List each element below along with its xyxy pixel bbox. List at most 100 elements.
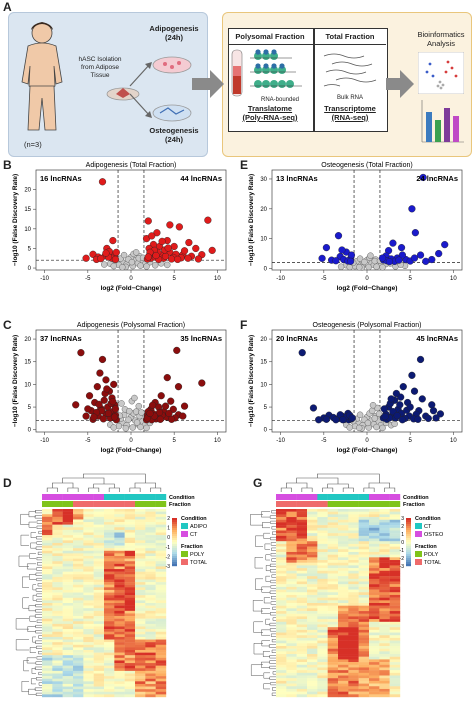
heatmap-cell: [124, 668, 136, 672]
heatmap-cell: [296, 688, 308, 692]
heatmap-cell: [296, 621, 308, 625]
heatmap-cell: [307, 565, 318, 569]
heatmap-cell: [307, 643, 318, 647]
heatmap-cell: [317, 535, 328, 539]
heatmap-cell: [52, 647, 63, 651]
heatmap-cell: [379, 570, 390, 574]
sig-point: [346, 257, 355, 265]
heatmap-cell: [296, 654, 308, 657]
heatmap-cell: [104, 522, 115, 525]
scale-swatch: [172, 520, 177, 523]
heatmap-cell: [114, 522, 125, 525]
sig-point: [180, 402, 189, 410]
heatmap-cell: [42, 683, 53, 687]
sig-point: [174, 255, 182, 264]
heatmap-cell: [93, 691, 105, 695]
scale-swatch: [172, 522, 177, 525]
heatmap-cell: [104, 592, 115, 596]
heatmap-cell: [296, 600, 308, 604]
heatmap-cell: [135, 644, 146, 648]
right-count-label: 44 lncRNAs: [180, 174, 222, 183]
heatmap-cell: [276, 656, 287, 660]
sig-point: [104, 409, 113, 418]
heatmap-cell: [379, 648, 390, 652]
heatmap-cell: [307, 546, 318, 550]
heatmap-cell: [286, 680, 297, 684]
heatmap-cell: [317, 662, 328, 665]
heatmap-cell: [276, 589, 287, 593]
heatmap-cell: [124, 514, 136, 518]
sig-point: [164, 244, 172, 252]
heatmap-cell: [358, 517, 370, 520]
condition-annotation-cell: [124, 494, 136, 500]
condition-annotation-cell: [114, 494, 125, 500]
heatmap-cell: [327, 538, 339, 542]
heatmap-cell: [42, 553, 53, 557]
heatmap-cell: [73, 574, 84, 578]
heatmap-cell: [104, 603, 115, 606]
column-dendrogram: [46, 473, 162, 492]
heatmap-cell: [114, 603, 125, 606]
x-tick-label: -10: [40, 276, 49, 282]
heatmap-cell: [338, 629, 349, 633]
heatmap-cell: [348, 680, 359, 684]
fraction-legend-swatch: [181, 551, 188, 557]
heatmap-cell: [124, 550, 136, 554]
heatmap-cell: [307, 576, 318, 580]
heatmap-cell: [83, 514, 94, 518]
heatmap-cell: [124, 516, 136, 520]
heatmap-cell: [114, 576, 125, 580]
heatmap-cell: [358, 608, 370, 612]
heatmap-adipogenesis: ConditionFraction210-1-2-3ConditionADIPO…: [15, 473, 208, 698]
heatmap-cell: [93, 676, 105, 679]
heatmap-cell: [124, 584, 136, 588]
condition-annotation-cell: [317, 494, 328, 500]
heatmap-cell: [307, 688, 318, 692]
heatmap-cell: [83, 603, 94, 606]
heatmap-cell: [62, 550, 74, 554]
heatmap-cell: [327, 656, 339, 660]
heatmap-cell: [348, 576, 359, 580]
scale-tick-label: 0: [401, 540, 404, 546]
heatmap-cell: [286, 629, 297, 633]
heatmap-cell: [42, 542, 53, 546]
heatmap-cell: [338, 570, 349, 574]
heatmap-cell: [389, 594, 401, 598]
ns-point: [125, 416, 132, 424]
sig-point: [435, 249, 443, 258]
heatmap-cell: [52, 676, 63, 679]
heatmap-cell: [389, 573, 401, 577]
condition-annotation-cell: [296, 494, 308, 500]
heatmap-cell: [348, 519, 359, 523]
scale-tick-label: -2: [400, 556, 405, 562]
heatmap-cell: [104, 550, 115, 554]
heatmap-cell: [296, 592, 308, 596]
heatmap-cell: [42, 600, 53, 604]
heatmap-cell: [338, 619, 349, 622]
heatmap-cell: [124, 665, 136, 669]
heatmap-cell: [389, 645, 401, 649]
heatmap-cell: [124, 657, 136, 661]
ns-point: [337, 263, 345, 270]
heatmap-cell: [327, 589, 339, 593]
isolation-label: hASC Isolation from Adipose Tissue: [78, 56, 122, 79]
heatmap-cell: [379, 589, 390, 593]
heatmap-cell: [124, 524, 136, 528]
heatmap-cell: [338, 648, 349, 652]
heatmap-cell: [286, 608, 297, 612]
x-tick-label: 5: [173, 438, 177, 444]
heatmap-cell: [327, 560, 339, 563]
scale-tick-label: 2: [401, 524, 404, 530]
heatmap-cell: [358, 694, 370, 698]
heatmap-cell: [389, 675, 401, 679]
heatmap-cell: [348, 549, 359, 553]
heatmap-cell: [62, 576, 74, 580]
heatmap-cell: [369, 541, 380, 545]
heatmap-cell: [62, 516, 74, 520]
heatmap-cell: [42, 582, 53, 585]
heatmap-cell: [62, 532, 74, 536]
heatmap-cell: [73, 639, 84, 643]
heatmap-cell: [104, 597, 115, 601]
heatmap-cell: [369, 635, 380, 639]
heatmap-cell: [104, 514, 115, 518]
